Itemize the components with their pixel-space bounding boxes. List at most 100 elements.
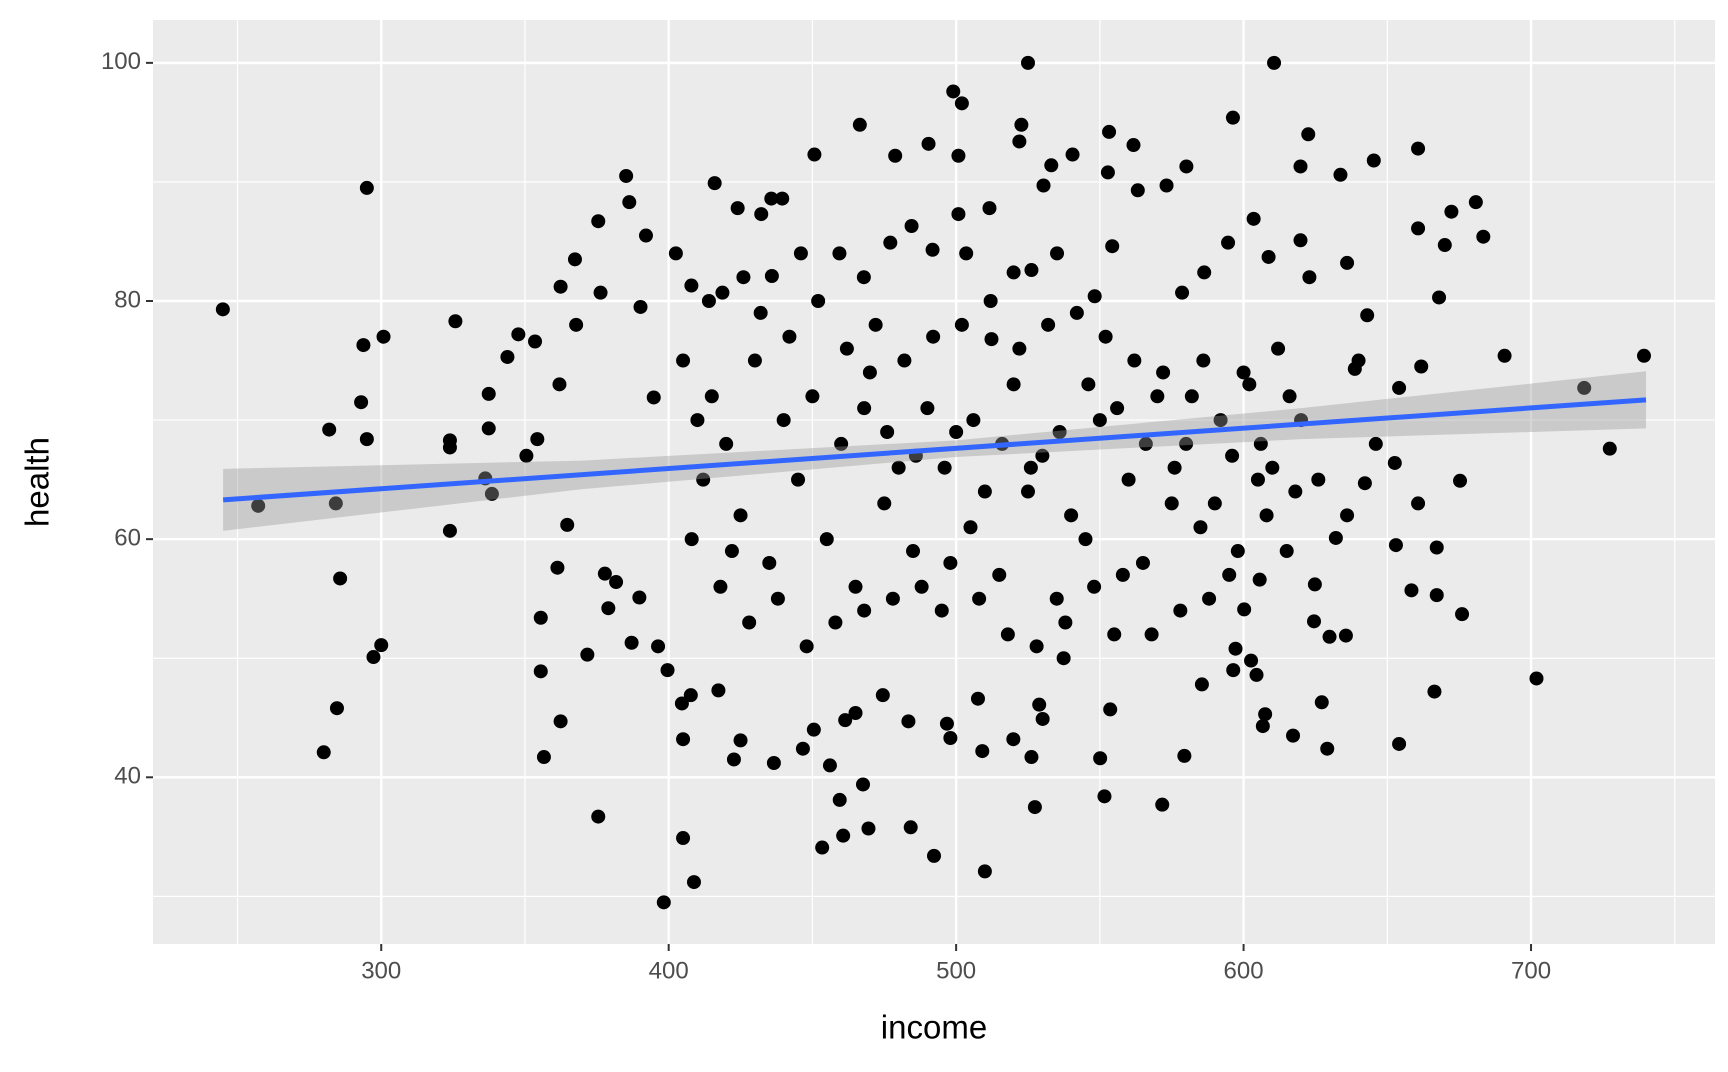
point <box>1282 389 1297 404</box>
point <box>1253 436 1268 451</box>
point <box>762 555 777 570</box>
point <box>646 390 661 405</box>
point <box>1366 153 1381 168</box>
point <box>329 701 344 716</box>
point <box>857 603 872 618</box>
point <box>1455 607 1470 622</box>
point <box>638 228 653 243</box>
point <box>1388 538 1403 553</box>
point <box>1006 265 1021 280</box>
point <box>925 242 940 257</box>
point <box>1360 308 1375 323</box>
point <box>651 639 666 654</box>
y-tick-label: 80 <box>114 286 141 313</box>
point <box>934 603 949 618</box>
point <box>684 532 699 547</box>
point <box>1320 741 1335 756</box>
point <box>977 484 992 499</box>
point <box>1097 789 1112 804</box>
point <box>668 246 683 261</box>
point <box>954 317 969 332</box>
point <box>946 84 961 99</box>
point <box>713 579 728 594</box>
point <box>880 424 895 439</box>
point <box>1156 365 1171 380</box>
point <box>1000 627 1015 642</box>
point <box>1024 263 1039 278</box>
point <box>1307 614 1322 629</box>
point <box>970 691 985 706</box>
point <box>1179 159 1194 174</box>
point <box>1301 127 1316 142</box>
point <box>1476 229 1491 244</box>
point <box>597 566 612 581</box>
point <box>1167 460 1182 475</box>
point <box>1207 496 1222 511</box>
point <box>550 560 565 575</box>
point <box>1092 413 1107 428</box>
point <box>1453 473 1468 488</box>
point <box>619 168 634 183</box>
point <box>1087 289 1102 304</box>
point <box>1311 472 1326 487</box>
point <box>1012 134 1027 149</box>
point <box>1164 496 1179 511</box>
point <box>1411 221 1426 236</box>
point <box>1193 520 1208 535</box>
point <box>1144 627 1159 642</box>
point <box>1121 472 1136 487</box>
point <box>1293 159 1308 174</box>
point <box>1368 436 1383 451</box>
point <box>1098 329 1113 344</box>
point <box>1265 460 1280 475</box>
point <box>1175 285 1190 300</box>
point <box>977 864 992 879</box>
point <box>819 532 834 547</box>
point <box>1225 448 1240 463</box>
point <box>1014 117 1029 132</box>
point <box>1497 348 1512 363</box>
point <box>660 663 675 678</box>
point <box>1249 667 1264 682</box>
point <box>1032 697 1047 712</box>
point <box>1427 684 1442 699</box>
point <box>442 523 457 538</box>
point <box>1006 732 1021 747</box>
point <box>868 317 883 332</box>
x-tick-label: 500 <box>936 957 976 984</box>
point <box>807 147 822 162</box>
point <box>442 440 457 455</box>
point <box>674 696 689 711</box>
point <box>1093 751 1108 766</box>
point <box>832 246 847 261</box>
point <box>690 413 705 428</box>
point <box>374 638 389 653</box>
fit-line <box>222 397 1647 503</box>
point <box>852 117 867 132</box>
point <box>832 792 847 807</box>
point <box>1286 728 1301 743</box>
point <box>707 176 722 191</box>
point <box>704 389 719 404</box>
point <box>959 246 974 261</box>
point <box>951 148 966 163</box>
point <box>553 714 568 729</box>
point <box>1392 736 1407 751</box>
point <box>1529 671 1544 686</box>
point <box>1414 359 1429 374</box>
point <box>591 214 606 229</box>
point <box>764 191 779 206</box>
point <box>1392 380 1407 395</box>
point <box>992 567 1007 582</box>
point <box>943 555 958 570</box>
point <box>1107 627 1122 642</box>
point <box>1252 572 1267 587</box>
point <box>328 496 343 511</box>
point <box>1049 591 1064 606</box>
x-tick-label: 700 <box>1511 957 1551 984</box>
point <box>875 688 890 703</box>
point <box>676 831 691 846</box>
point <box>1246 211 1261 226</box>
point <box>903 820 918 835</box>
point <box>356 338 371 353</box>
